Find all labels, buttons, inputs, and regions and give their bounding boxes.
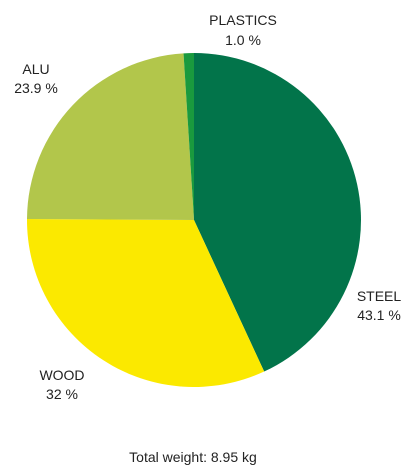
pie-slices [26, 53, 361, 387]
value-label-steel: 43.1 % [357, 307, 401, 323]
pie-slice-alu [27, 53, 194, 220]
category-label-plastics: PLASTICS [209, 12, 277, 28]
pie-slice-wood [26, 218, 265, 387]
pie-slice-plastics [183, 53, 194, 220]
category-label-wood: WOOD [39, 367, 84, 383]
category-label-alu: ALU [22, 61, 49, 77]
total-weight-footer: Total weight: 8.95 kg [129, 449, 257, 465]
value-label-alu: 23.9 % [14, 80, 58, 96]
value-label-plastics: 1.0 % [225, 32, 261, 48]
pie-slice-steel [194, 53, 361, 372]
value-label-wood: 32 % [46, 386, 78, 402]
category-label-steel: STEEL [357, 288, 402, 304]
